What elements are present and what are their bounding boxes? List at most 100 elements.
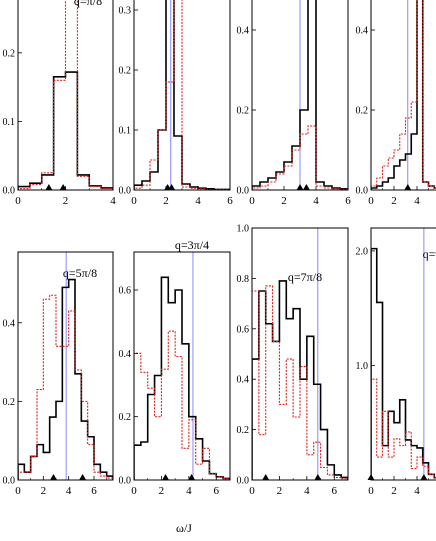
x-tick-label: 4 <box>110 195 116 207</box>
y-tick-label: 0.2 <box>356 106 369 117</box>
y-tick-label: 0.2 <box>3 48 16 59</box>
y-tick-label: 0.0 <box>119 476 132 487</box>
panel-frame <box>133 251 231 481</box>
marker-triangle <box>79 474 87 480</box>
x-tick-label: 6 <box>227 195 233 207</box>
y-tick-label: 0.4 <box>3 318 16 329</box>
x-tick-label: 4 <box>195 195 201 207</box>
x-tick-label: 0 <box>249 485 255 497</box>
series-2-histogram <box>134 330 230 480</box>
y-tick-label: 0.8 <box>237 274 250 285</box>
marker-triangle <box>314 474 322 480</box>
panel-label: q=7π/8 <box>288 270 322 284</box>
y-tick-label: 0.1 <box>3 117 16 128</box>
series-2-histogram <box>371 378 436 480</box>
y-tick-label: 1.0 <box>237 224 250 235</box>
x-tick-label: 2 <box>391 485 397 497</box>
plot-area <box>252 0 348 190</box>
y-tick-label: 0.0 <box>237 186 250 197</box>
y-tick-label: 0.0 <box>3 476 16 487</box>
panel-7: 0 2 4 6 0.0 0.2 0.4 0.6 0.8 1.0 q=7π/8 <box>237 224 349 497</box>
panel-frame <box>251 227 349 481</box>
panel-2: 0 2 4 6 0.0 0.1 0.2 0.3 <box>119 0 233 207</box>
series-1-histogram <box>134 276 230 480</box>
x-tick-label: 6 <box>332 485 338 497</box>
x-tick-label: 6 <box>91 485 97 497</box>
x-tick-label: 0 <box>368 195 374 207</box>
y-tick-label: 0.2 <box>3 397 16 408</box>
panel-5: 0 2 4 6 0.0 0.2 0.4 q=5π/8 <box>3 251 114 497</box>
panel-frame <box>17 251 114 481</box>
x-tick-label: 0 <box>131 485 137 497</box>
plot-area <box>18 252 113 480</box>
x-tick-label: 6 <box>214 485 220 497</box>
marker-triangle <box>420 474 428 480</box>
series-1-histogram <box>18 278 113 480</box>
panel-1: 0 2 4 0.0 0.1 0.2 q=π/8 <box>3 0 116 207</box>
plot-area <box>252 228 348 480</box>
y-tick-label: 0.2 <box>119 412 132 423</box>
x-tick-label: 4 <box>414 485 420 497</box>
y-tick-label: 0.4 <box>119 349 132 360</box>
series-2-histogram <box>18 0 113 190</box>
marker-triangle <box>162 474 170 480</box>
panel-3: 0 2 4 6 0.0 0.2 0.4 <box>237 0 351 207</box>
panel-6: 0 2 4 6 0.0 0.2 0.4 0.6 q=3π/4 <box>119 238 231 497</box>
y-tick-label: 1.0 <box>356 361 369 372</box>
x-tick-label: 0 <box>15 485 21 497</box>
plot-area <box>371 0 436 190</box>
y-tick-label: 0.4 <box>356 26 369 37</box>
x-tick-label: 4 <box>313 195 319 207</box>
marker-triangle <box>367 474 375 480</box>
x-tick-label: 0 <box>131 195 137 207</box>
marker-triangle <box>168 184 176 190</box>
panel-frame <box>370 0 436 191</box>
marker-triangle <box>45 184 53 190</box>
x-tick-label: 2 <box>163 195 169 207</box>
panel-8: 0 2 4 1.0 2.0 q=π <box>356 227 436 497</box>
panel-label: q=π <box>423 247 436 261</box>
series-1-histogram <box>18 71 113 190</box>
y-tick-label: 0.0 <box>237 476 250 487</box>
marker-triangle <box>302 184 310 190</box>
panel-label: q=π/8 <box>74 0 102 8</box>
y-tick-label: 0.2 <box>237 425 250 436</box>
x-tick-label: 0 <box>249 195 255 207</box>
x-tick-label: 2 <box>281 195 287 207</box>
plot-area <box>134 252 230 480</box>
x-tick-label: 2 <box>277 485 283 497</box>
plot-area <box>134 0 230 190</box>
series-1-histogram <box>371 0 436 190</box>
y-tick-label: 0.2 <box>237 106 250 117</box>
marker-triangle <box>188 474 196 480</box>
x-tick-label: 4 <box>414 195 420 207</box>
plot-area <box>371 228 436 480</box>
y-tick-label: 0.1 <box>119 126 132 137</box>
marker-triangle <box>404 184 412 190</box>
marker-triangle <box>49 474 57 480</box>
y-tick-label: 0.0 <box>119 186 132 197</box>
marker-triangle <box>296 184 304 190</box>
panel-label: q=3π/4 <box>175 238 209 252</box>
series-2-histogram <box>252 285 348 480</box>
series-2-histogram <box>134 0 230 190</box>
x-tick-label: 4 <box>186 485 192 497</box>
y-tick-label: 0.6 <box>119 286 132 297</box>
y-tick-label: 0.2 <box>119 66 132 77</box>
x-tick-label: 2 <box>159 485 165 497</box>
x-tick-label: 2 <box>391 195 397 207</box>
y-tick-label: 0.4 <box>237 26 250 37</box>
x-tick-label: 4 <box>304 485 310 497</box>
x-axis-label: ω/J <box>176 521 192 535</box>
x-tick-label: 6 <box>345 195 351 207</box>
y-tick-label: 0.3 <box>119 6 132 17</box>
y-tick-label: 0.6 <box>237 324 250 335</box>
series-2-histogram <box>371 0 436 190</box>
plot-area <box>18 0 113 190</box>
marker-triangle <box>59 184 67 190</box>
y-tick-label: 2.0 <box>356 246 369 257</box>
panel-frame <box>370 227 436 481</box>
y-tick-label: 0.4 <box>237 375 250 386</box>
y-tick-label: 0.0 <box>3 186 16 197</box>
